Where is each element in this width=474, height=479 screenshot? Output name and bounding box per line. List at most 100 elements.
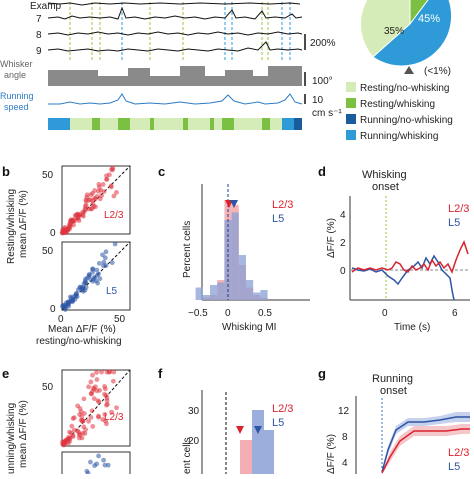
whisker-angle-label-2: angle: [4, 70, 26, 80]
scatter-point: [80, 288, 86, 294]
panel-d-xtick-0: 0: [382, 308, 388, 319]
scatter-point: [83, 197, 89, 203]
scatter-point: [75, 403, 81, 409]
panel-b-ylabel-1: Resting/whisking: [6, 189, 17, 264]
legend-swatch-running-whisking: [346, 130, 356, 140]
scatter-point: [111, 193, 117, 199]
panel-e-axes: [61, 369, 131, 447]
scatter-point: [66, 301, 72, 306]
scatter-point: [91, 396, 97, 402]
scatter-point: [98, 187, 104, 193]
histogram-bar-l5: [238, 255, 246, 300]
panel-b-xlabel-1: Mean ΔF/F (%): [48, 324, 116, 335]
scatter-point: [86, 274, 92, 280]
scatter-point: [102, 462, 108, 468]
whisker-angle-label-1: Whisker: [0, 59, 33, 69]
scatter-point: [114, 190, 119, 195]
legend-label-resting-whisking: Resting/whisking: [360, 99, 435, 110]
panel-g: g Running onset ΔF/F (%) 12 8 4 L2/3 L5: [318, 366, 470, 474]
histogram-bar-l5: [195, 287, 203, 300]
scatter-point: [94, 370, 99, 375]
scatter-point: [69, 423, 75, 429]
scatter-point: [96, 414, 101, 420]
panel-g-band-l5: [382, 412, 470, 474]
panel-d-onset-2: onset: [372, 181, 399, 193]
panel-d-ytick-0: 0: [340, 266, 346, 277]
row-label-7: 7: [36, 14, 42, 25]
legend-swatch-resting-no-whisking: [346, 82, 356, 92]
scatter-point: [88, 379, 94, 385]
panel-e-points: [60, 369, 119, 448]
scatter-point: [67, 438, 73, 444]
scale-speed-unit: cm s⁻¹: [312, 108, 342, 119]
panel-d-legend-l5: L5: [448, 217, 460, 229]
panel-f-ytick-20: 20: [188, 436, 200, 447]
panel-b-bottom-points: [60, 241, 118, 312]
panel-b-bottom-ytick-50: 50: [42, 246, 54, 257]
scatter-point: [90, 372, 95, 378]
histogram-bar-l5: [260, 290, 268, 300]
scatter-point: [104, 173, 109, 179]
scatter-point: [97, 276, 103, 282]
panel-e-bottom-points: [61, 453, 111, 479]
scatter-point: [68, 294, 73, 300]
panel-b-top-points: [59, 165, 119, 236]
panel-e-ytick-50: 50: [42, 382, 54, 393]
scatter-point: [77, 432, 83, 437]
running-speed-label-2: speed: [4, 102, 29, 112]
scatter-point: [68, 430, 74, 436]
panel-b-xtick-0: 0: [58, 314, 64, 325]
panel-f-bar-l23-1: [240, 440, 252, 474]
scatter-point: [89, 408, 95, 414]
panel-c-median-marker-l5: [230, 200, 238, 208]
panel-g-band-l23: [382, 424, 470, 474]
scatter-point: [93, 196, 98, 202]
panel-b-top-label: L2/3: [104, 210, 124, 221]
scatter-point: [88, 391, 94, 397]
scatter-point: [96, 181, 102, 187]
panel-g-ytick-8: 8: [342, 432, 348, 443]
scatter-point: [86, 418, 92, 424]
panel-letter-f: f: [158, 366, 163, 381]
scatter-point: [96, 260, 102, 266]
scatter-point: [102, 412, 108, 417]
scatter-point: [76, 213, 82, 218]
panel-b-xtick-50: 50: [114, 314, 126, 325]
scatter-point: [60, 439, 65, 445]
scatter-point: [108, 183, 114, 189]
scatter-point: [69, 217, 75, 223]
histogram-bar-l5: [253, 292, 261, 300]
panel-d-trace-l23: [351, 240, 469, 274]
scatter-point: [71, 427, 77, 433]
scatter-point: [75, 287, 81, 293]
panel-a: Examp 7 8 9 200% Whisker angle: [0, 0, 453, 142]
scatter-point: [102, 386, 108, 392]
histogram-bar-l5: [231, 212, 239, 300]
scatter-point: [77, 412, 82, 417]
panel-d: d Whisking onset ΔF/F (%) 0 2 4 0 6 Time…: [318, 164, 470, 333]
scatter-point: [94, 388, 100, 394]
panel-letter-g: g: [318, 366, 326, 381]
panel-e-label: L2/3: [104, 412, 124, 423]
panel-c-ylabel: Percent cells: [182, 221, 193, 278]
panel-d-xtick-6: 6: [452, 308, 458, 319]
panel-c-legend-l5: L5: [272, 213, 284, 225]
trace-cell-9: [47, 41, 303, 52]
pie-small-label: (<1%): [424, 66, 451, 77]
scatter-point: [84, 192, 90, 198]
panel-b-top-ytick-50: 50: [42, 170, 54, 181]
panel-g-ytick-12: 12: [338, 406, 350, 417]
scatter-point: [101, 457, 106, 463]
legend-label-resting-no-whisking: Resting/no-whisking: [360, 83, 450, 94]
panel-d-legend-l23: L2/3: [448, 203, 469, 215]
panel-g-ylabel: ΔF/F (%): [326, 434, 337, 474]
panel-f-legend-l23: L2/3: [272, 403, 293, 415]
scatter-point: [92, 204, 98, 210]
panel-f: f ent cells 30 20 L2/3 L5: [158, 366, 293, 474]
scatter-point: [99, 193, 104, 198]
panel-d-xlabel: Time (s): [394, 322, 430, 333]
scale-speed-number: 10: [312, 95, 324, 106]
panel-g-ytick-4: 4: [342, 458, 348, 469]
scale-angle-label: 100°: [312, 76, 333, 87]
